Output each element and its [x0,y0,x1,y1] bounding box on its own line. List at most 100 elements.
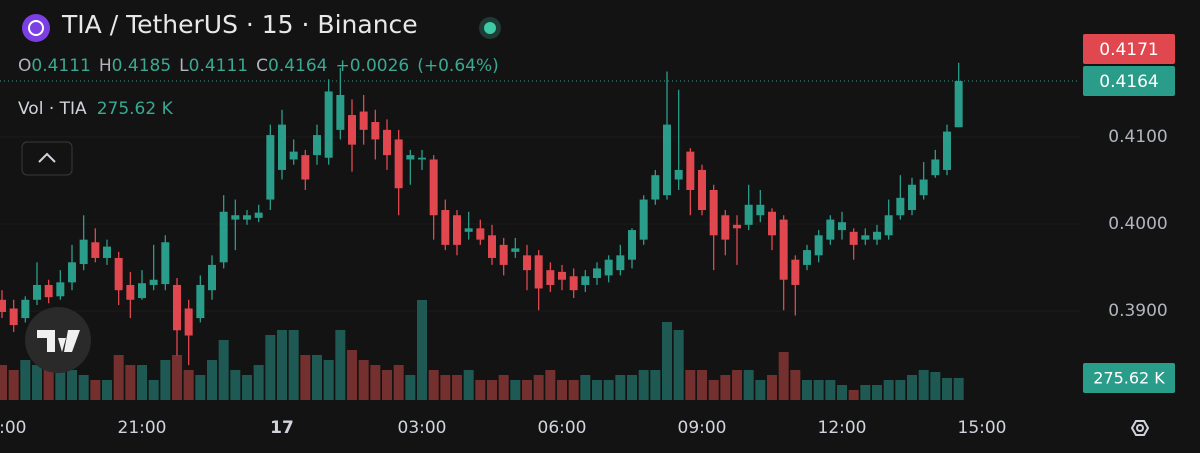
candle-body [709,189,718,236]
candle-body [558,271,566,280]
candle-body [954,81,963,128]
x-tick-label: 21:00 [118,418,167,438]
volume-bar [720,375,731,400]
candle-body [418,157,426,160]
candle-body [674,169,683,180]
candle-body [383,129,391,156]
volume-legend: Vol · TIA 275.62 K [18,99,181,119]
x-tick-label: 18:00 [0,418,27,438]
candle-body [791,259,800,285]
x-tick-label: 03:00 [398,418,447,438]
y-tick-label: 0.3900 [1108,301,1167,321]
ohlc-value: 0.4164 [268,56,328,76]
volume-bar [522,380,532,400]
volume-bar [953,377,964,400]
candle-body [371,122,380,140]
volume-bar [848,390,859,400]
candle-body [826,219,835,240]
volume-bar [323,360,334,400]
volume-bar [767,375,777,400]
volume-bar [615,375,626,400]
candle-body [79,239,88,265]
change: +0.0026 [335,56,410,76]
candle-body [919,179,928,196]
volume-bar [498,375,509,400]
volume-bar [405,375,416,400]
volume-bar [662,322,672,400]
candle-body [173,284,181,331]
volume-bar [627,375,637,400]
volume-bar [673,330,684,400]
candle-body [184,308,193,336]
candle-body [849,231,858,245]
price-label-box [1083,34,1175,65]
candle-body [663,124,671,196]
settings-icon[interactable] [1130,420,1150,436]
candle-body [406,155,415,160]
volume-bar [708,380,719,400]
candle-body [149,279,158,285]
volume-bar [883,380,894,400]
volume-bar [8,370,19,400]
volume-bar [113,355,124,400]
candle-body [639,199,648,240]
volume-title: Vol · TIA [18,99,87,119]
volume-bar [825,380,836,400]
candle-body [103,246,111,258]
volume-bar [160,360,171,400]
candle-body [359,111,368,130]
candle-body [313,135,321,156]
candle-body [301,155,310,180]
status-dot [484,22,496,34]
collapse-button[interactable] [21,141,73,176]
volume-bar [813,380,824,400]
candle-body [476,228,485,240]
volume-bar [230,370,241,400]
candle-body [546,270,555,285]
volume-bar [872,385,882,400]
volume-bar [428,370,439,400]
chart-title: TIA / TetherUS · 15 · Binance [62,10,418,39]
volume-bar [942,378,952,400]
candle-body [336,94,345,130]
volume-bar [358,360,369,400]
x-tick-label: 17 [270,418,294,438]
ohlc-value: 0.4111 [188,56,249,76]
candle-body [768,211,776,236]
volume-bar [837,385,847,400]
volume-bar [790,370,801,400]
coin-logo [22,14,50,42]
volume-bar [32,365,42,400]
axes: 0.3900 0.4000 0.4100 18:00 21:00 17 03:00 06:00… [0,34,1175,438]
x-tick-label: 12:00 [818,418,867,438]
volume-bar [417,300,427,400]
volume-bar [242,375,252,400]
candle-body [604,259,613,276]
plot-area [0,62,1080,400]
volume-bar [802,380,812,400]
candle-body [464,228,473,232]
candle-body [114,257,123,291]
tv-logo[interactable] [25,307,91,373]
volume-bar [207,360,217,400]
volume-bar [78,375,89,400]
volume-bar [755,380,766,400]
volume-bar [312,355,322,400]
candle-body [161,242,170,285]
volume-bar [0,365,7,400]
volume-bar [90,380,101,400]
volume-bar [125,365,136,400]
candle-body [429,159,438,216]
volume-bar [487,380,497,400]
ohlc-key: L [179,56,189,76]
price-label-box [1083,66,1175,97]
candle-body [453,215,461,245]
candle-body [441,210,450,245]
volume-bar [148,380,159,400]
volume-bar [930,372,941,400]
candle-body [254,212,263,218]
x-tick-label: 09:00 [678,418,727,438]
candle-body [126,284,135,300]
candle-body [651,175,660,200]
